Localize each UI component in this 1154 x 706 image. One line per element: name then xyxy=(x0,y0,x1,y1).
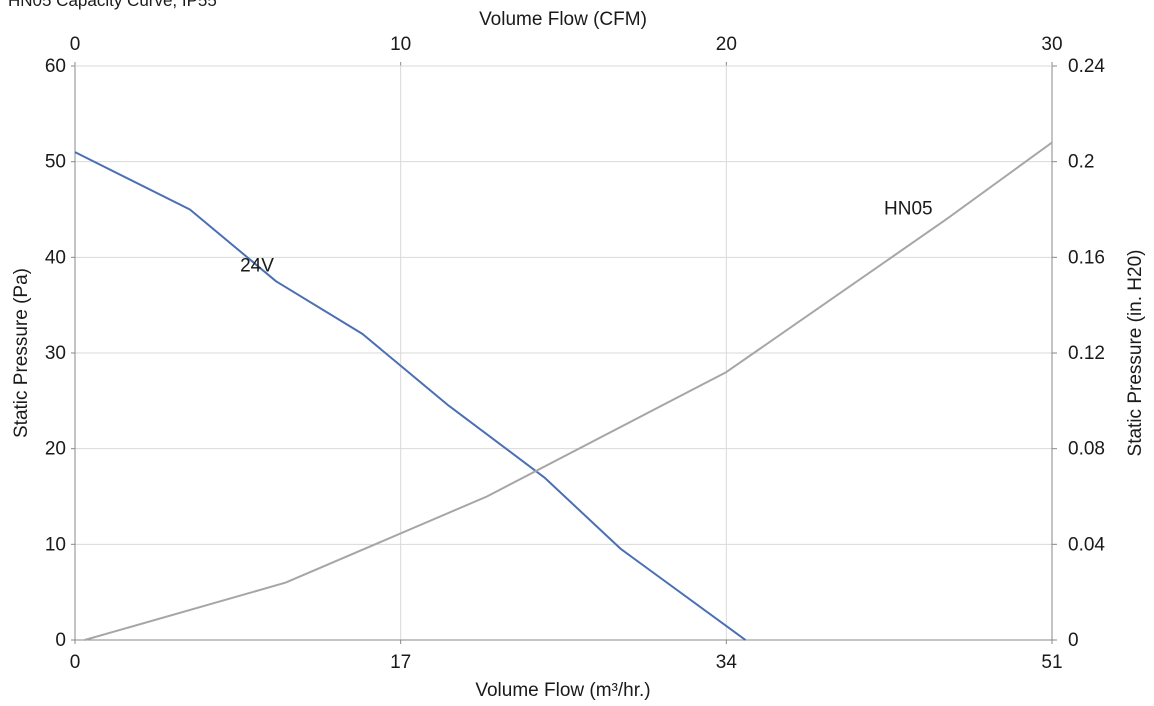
chart-title: HN05 Capacity Curve, IP55 xyxy=(8,0,217,10)
y2-tick-label: 0.04 xyxy=(1068,534,1105,555)
y2-tick-label: 0 xyxy=(1068,630,1079,651)
x2-axis-title: Volume Flow (CFM) xyxy=(479,9,647,30)
y2-tick-label: 0.12 xyxy=(1068,343,1105,364)
y2-tick-label: 0.08 xyxy=(1068,439,1105,460)
y-tick-label: 30 xyxy=(45,343,66,364)
y-tick-label: 60 xyxy=(45,56,66,77)
y-axis-title: Static Pressure (Pa) xyxy=(11,268,32,438)
series-line-hn05 xyxy=(84,141,1053,641)
x-tick-label: 51 xyxy=(1041,652,1062,673)
x-tick-label: 0 xyxy=(70,652,81,673)
series-labels: 24V HN05 xyxy=(240,198,933,276)
y2-tick-label: 0.16 xyxy=(1068,247,1105,268)
y-tick-label: 50 xyxy=(45,152,66,173)
y2-axis-title: Static Pressure (in. H20) xyxy=(1125,250,1146,457)
y-tick-label: 20 xyxy=(45,439,66,460)
y2-tick-label: 0.24 xyxy=(1068,56,1105,77)
x-tick-label: 17 xyxy=(390,652,411,673)
series-label-24v: 24V xyxy=(240,256,274,277)
y2-tick-label: 0.2 xyxy=(1068,152,1094,173)
x2-tick-label: 30 xyxy=(1041,34,1062,55)
x2-tick-label: 10 xyxy=(390,34,411,55)
y-tick-label: 40 xyxy=(45,247,66,268)
x-tick-label: 34 xyxy=(716,652,738,673)
grid xyxy=(71,62,1057,644)
y-tick-label: 10 xyxy=(45,534,66,555)
x2-tick-label: 20 xyxy=(716,34,737,55)
series-group xyxy=(74,141,1053,641)
series-line-24v xyxy=(74,151,747,641)
series-label-hn05: HN05 xyxy=(884,198,933,219)
y-tick-label: 0 xyxy=(55,630,66,651)
x-axis-title: Volume Flow (m³/hr.) xyxy=(475,680,650,701)
x2-tick-label: 0 xyxy=(70,34,81,55)
